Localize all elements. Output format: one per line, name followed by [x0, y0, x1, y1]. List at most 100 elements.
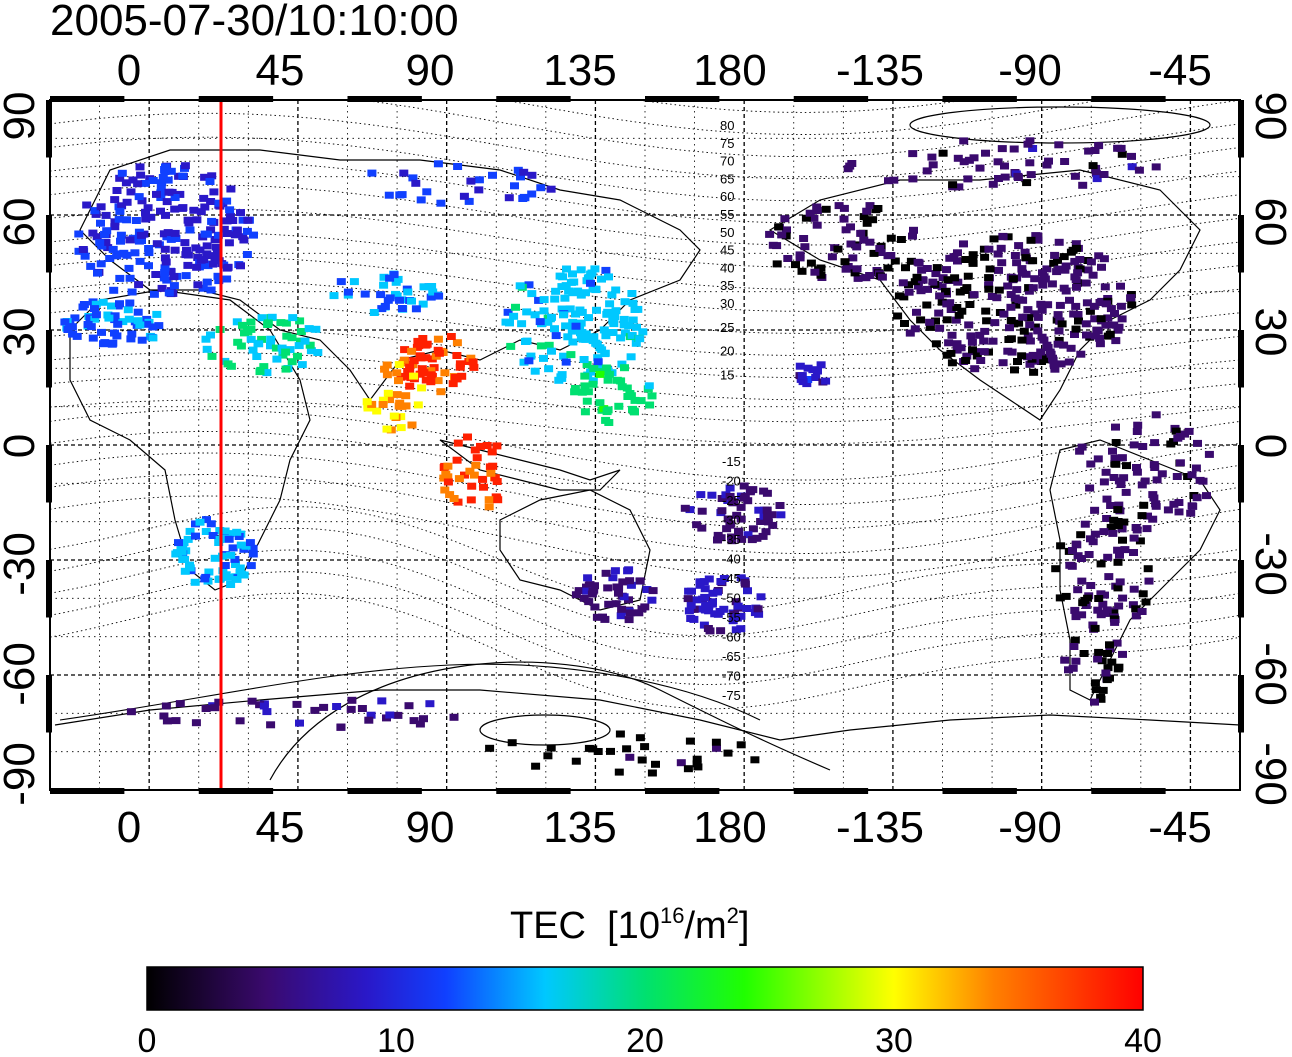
tec-point: [72, 332, 82, 340]
tec-point: [169, 273, 179, 281]
contour-line: [50, 592, 1240, 710]
contour-line: [50, 431, 1240, 505]
tec-point: [547, 347, 556, 355]
tec-point: [116, 231, 126, 239]
tec-point: [1118, 650, 1127, 658]
tec-point: [726, 520, 736, 528]
tec-point: [588, 377, 598, 385]
tec-point: [972, 352, 982, 360]
tec-point: [922, 265, 932, 272]
tec-point: [170, 246, 180, 254]
tec-point: [762, 506, 772, 514]
tec-point: [96, 203, 106, 211]
tec-point: [201, 528, 211, 535]
tec-point: [127, 330, 137, 338]
contour-label: 20: [720, 344, 734, 359]
tec-point: [1103, 314, 1113, 322]
tec-point: [1086, 460, 1096, 468]
tec-point: [208, 260, 218, 268]
tec-point: [183, 261, 193, 269]
tec-point: [171, 717, 181, 725]
tec-point: [1093, 455, 1103, 463]
tec-point: [550, 325, 559, 333]
tec-point: [295, 719, 304, 727]
tec-point: [1023, 332, 1033, 340]
tec-point: [707, 491, 717, 499]
lon-label-top: 90: [406, 46, 455, 95]
contour-label: -30: [722, 513, 741, 528]
tec-point: [1078, 181, 1088, 189]
tec-point: [1076, 531, 1086, 539]
tec-point: [723, 497, 733, 504]
tec-point: [733, 602, 743, 610]
tec-point: [740, 493, 750, 500]
tec-point: [1022, 179, 1032, 187]
tec-point: [1090, 315, 1100, 323]
tec-point: [772, 260, 782, 268]
tec-point: [912, 273, 922, 281]
tec-point: [460, 471, 469, 479]
frame-tick-right: [1238, 330, 1244, 388]
tec-point: [783, 255, 793, 262]
tec-point: [580, 382, 590, 390]
tec-point: [401, 392, 411, 400]
bottom-lon-labels: 0 45 90 135 180 -135 -90 -45: [117, 803, 1212, 852]
tec-point: [948, 181, 958, 189]
tec-point: [161, 702, 171, 710]
tec-point: [1109, 474, 1119, 481]
tec-point: [146, 213, 156, 221]
tec-point: [470, 446, 480, 454]
tec-point: [600, 350, 610, 358]
tec-point: [602, 408, 612, 416]
tec-point: [154, 322, 164, 330]
tec-point: [236, 541, 246, 549]
tec-point: [912, 308, 921, 316]
tec-point: [397, 191, 407, 199]
tec-point: [904, 281, 913, 289]
tec-point: [148, 177, 158, 184]
tec-point: [604, 273, 613, 281]
tec-point: [1129, 441, 1139, 449]
contour-label: 45: [720, 243, 734, 258]
tec-point: [115, 174, 125, 182]
tec-point: [1111, 439, 1121, 446]
tec-point: [1117, 150, 1127, 158]
tec-point: [539, 354, 548, 362]
tec-point: [1056, 542, 1066, 550]
contour-line: [50, 399, 1240, 445]
tec-point: [587, 590, 597, 598]
tec-point: [239, 236, 249, 244]
tec-point: [266, 342, 275, 350]
tec-point: [487, 448, 497, 456]
tec-point: [737, 535, 747, 543]
tec-point: [267, 313, 277, 321]
tec-point: [592, 613, 602, 621]
tec-point: [392, 391, 402, 399]
lon-label-bottom: -90: [998, 803, 1062, 852]
tec-point: [170, 205, 180, 213]
tec-point: [1070, 636, 1080, 644]
contour-label: 70: [720, 154, 734, 169]
tec-point: [1044, 157, 1053, 165]
tec-point: [998, 233, 1008, 241]
tec-point: [547, 313, 556, 321]
tec-point: [546, 185, 556, 193]
tec-point: [123, 306, 133, 314]
tec-point: [908, 175, 918, 183]
tec-point: [231, 561, 240, 568]
tec-point: [1080, 520, 1090, 528]
tec-point: [917, 266, 927, 274]
tec-point: [683, 595, 693, 603]
tec-point: [1141, 598, 1151, 606]
tec-point: [160, 245, 170, 253]
tec-point: [1071, 325, 1081, 333]
tec-point: [407, 347, 417, 355]
tec-point: [800, 243, 810, 251]
tec-point: [884, 177, 893, 185]
contour-label: 35: [720, 278, 734, 293]
tec-point: [574, 326, 584, 334]
tec-point: [136, 231, 146, 239]
lon-label-bottom: 45: [256, 803, 305, 852]
tec-point: [205, 178, 215, 185]
tec-point: [380, 365, 390, 373]
